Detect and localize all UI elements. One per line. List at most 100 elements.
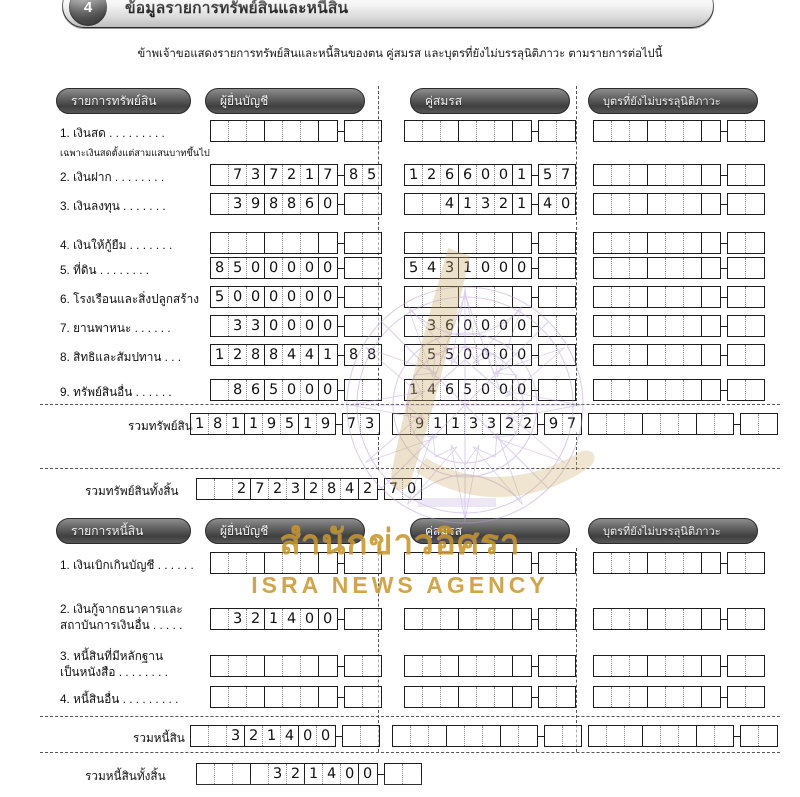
digit-cell[interactable]: 2 xyxy=(495,194,513,214)
digit-cell[interactable]: 0 xyxy=(363,765,373,783)
digit-cell[interactable] xyxy=(697,726,715,746)
digit-cell[interactable]: 2 xyxy=(245,726,263,746)
digit-cell[interactable]: 3 xyxy=(287,479,305,499)
liability-amount-spouse-2[interactable] xyxy=(404,608,576,630)
digit-cell[interactable] xyxy=(363,609,381,629)
digit-cell[interactable] xyxy=(557,345,575,365)
digit-cell[interactable] xyxy=(513,553,531,573)
digit-cell[interactable] xyxy=(702,380,720,400)
baht-boxes[interactable] xyxy=(404,655,532,677)
satang-boxes[interactable] xyxy=(727,315,765,337)
baht-boxes[interactable] xyxy=(593,232,721,254)
digit-cell[interactable] xyxy=(513,656,531,676)
asset-amount-children-9[interactable] xyxy=(593,379,765,401)
digit-cell[interactable] xyxy=(648,165,666,185)
digit-cell[interactable] xyxy=(301,553,319,573)
digit-cell[interactable] xyxy=(301,687,319,707)
digit-cell[interactable] xyxy=(211,233,229,253)
asset-amount-children-6[interactable] xyxy=(593,286,765,308)
digit-cell[interactable] xyxy=(345,258,363,278)
digit-cell[interactable] xyxy=(702,121,720,141)
digit-cell[interactable]: 0 xyxy=(247,287,265,307)
digit-cell[interactable] xyxy=(265,121,283,141)
digit-cell[interactable]: 2 xyxy=(233,479,251,499)
digit-cell[interactable] xyxy=(465,726,483,746)
digit-cell[interactable] xyxy=(301,121,319,141)
satang-boxes[interactable] xyxy=(727,552,765,574)
digit-cell[interactable]: 0 xyxy=(283,287,301,307)
digit-cell[interactable]: 8 xyxy=(323,479,341,499)
digit-cell[interactable]: 3 xyxy=(465,414,483,434)
digit-cell[interactable] xyxy=(684,287,702,307)
digit-cell[interactable] xyxy=(679,414,697,434)
digit-cell[interactable] xyxy=(759,414,777,434)
digit-cell[interactable] xyxy=(625,726,643,746)
digit-cell[interactable] xyxy=(589,414,607,434)
digit-cell[interactable]: 0 xyxy=(299,726,317,746)
digit-cell[interactable]: 8 xyxy=(283,194,301,214)
digit-cell[interactable] xyxy=(594,553,612,573)
digit-cell[interactable] xyxy=(612,287,630,307)
digit-cell[interactable] xyxy=(459,609,477,629)
digit-cell[interactable]: 0 xyxy=(265,258,283,278)
satang-boxes[interactable] xyxy=(727,608,765,630)
liability-amount-children-4[interactable] xyxy=(593,686,765,708)
digit-cell[interactable]: 0 xyxy=(229,287,247,307)
digit-cell[interactable]: 8 xyxy=(229,380,247,400)
digit-cell[interactable] xyxy=(495,553,513,573)
digit-cell[interactable] xyxy=(363,121,381,141)
digit-cell[interactable]: 0 xyxy=(495,380,513,400)
liabilities-total-spouse[interactable] xyxy=(392,725,582,747)
digit-cell[interactable] xyxy=(630,687,648,707)
digit-cell[interactable]: 0 xyxy=(477,258,495,278)
digit-cell[interactable] xyxy=(363,687,381,707)
digit-cell[interactable]: 0 xyxy=(323,195,333,213)
digit-cell[interactable] xyxy=(211,656,229,676)
baht-boxes[interactable] xyxy=(210,686,338,708)
liability-amount-declarant-1[interactable] xyxy=(210,552,382,574)
digit-cell[interactable]: 0 xyxy=(301,258,319,278)
baht-boxes[interactable] xyxy=(593,286,721,308)
digit-cell[interactable] xyxy=(746,345,764,365)
digit-cell[interactable] xyxy=(648,121,666,141)
digit-cell[interactable] xyxy=(363,316,381,336)
digit-cell[interactable]: 8 xyxy=(367,346,377,364)
digit-cell[interactable] xyxy=(594,194,612,214)
digit-cell[interactable] xyxy=(363,194,381,214)
baht-boxes[interactable] xyxy=(593,655,721,677)
digit-cell[interactable] xyxy=(557,380,575,400)
digit-cell[interactable] xyxy=(539,287,557,307)
digit-cell[interactable] xyxy=(459,687,477,707)
baht-boxes[interactable] xyxy=(404,286,532,308)
digit-cell[interactable] xyxy=(648,380,666,400)
asset-amount-children-4[interactable] xyxy=(593,232,765,254)
satang-boxes[interactable] xyxy=(727,655,765,677)
digit-cell[interactable] xyxy=(630,656,648,676)
digit-cell[interactable] xyxy=(191,726,209,746)
digit-cell[interactable]: 7 xyxy=(229,165,247,185)
digit-cell[interactable] xyxy=(495,233,513,253)
digit-cell[interactable] xyxy=(393,726,411,746)
liability-amount-children-2[interactable] xyxy=(593,608,765,630)
digit-cell[interactable]: 1 xyxy=(459,194,477,214)
digit-cell[interactable]: 4 xyxy=(423,380,441,400)
digit-cell[interactable] xyxy=(630,194,648,214)
digit-cell[interactable] xyxy=(612,194,630,214)
digit-cell[interactable] xyxy=(557,656,575,676)
digit-cell[interactable]: 4 xyxy=(283,609,301,629)
asset-amount-spouse-1[interactable] xyxy=(404,120,576,142)
baht-boxes[interactable] xyxy=(593,120,721,142)
digit-cell[interactable] xyxy=(666,345,684,365)
liability-amount-children-1[interactable] xyxy=(593,552,765,574)
satang-boxes[interactable] xyxy=(740,413,778,435)
digit-cell[interactable]: 0 xyxy=(283,258,301,278)
baht-boxes[interactable] xyxy=(593,257,721,279)
digit-cell[interactable] xyxy=(501,726,519,746)
digit-cell[interactable]: 0 xyxy=(265,287,283,307)
digit-cell[interactable] xyxy=(612,165,630,185)
